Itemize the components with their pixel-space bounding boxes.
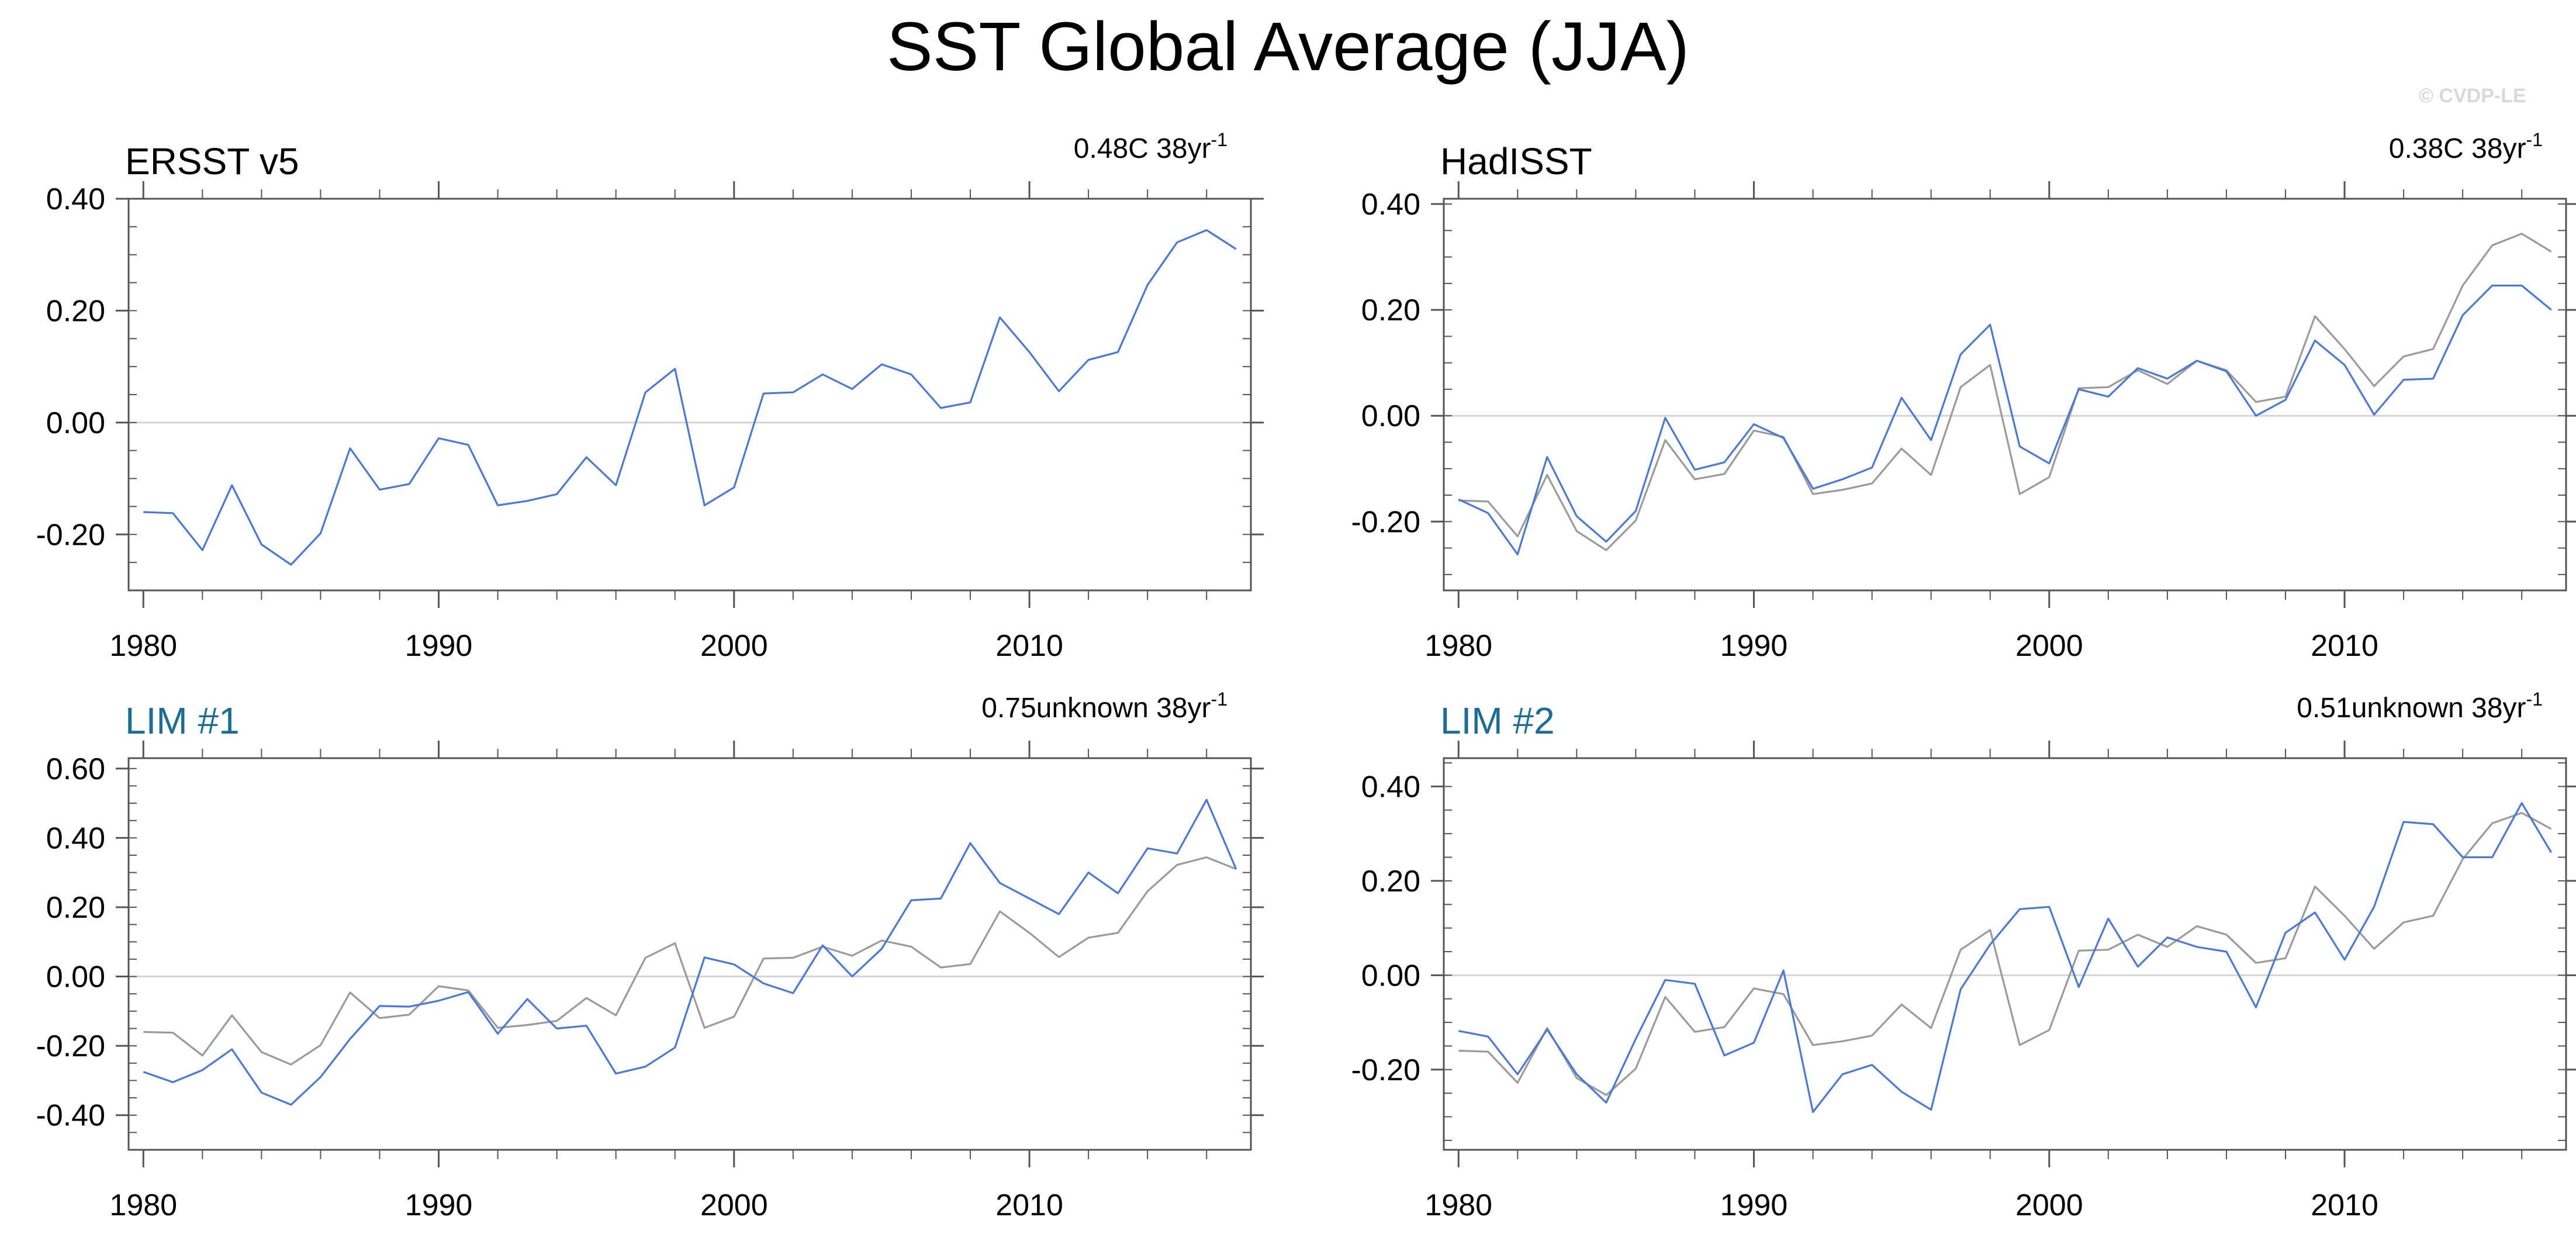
x-tick-label: 1990 <box>405 629 473 663</box>
y-tick-label: 0.40 <box>46 821 105 855</box>
series-line-hadisst <box>1458 284 2552 556</box>
y-tick-label: -0.40 <box>36 1099 105 1133</box>
y-tick-label: 0.20 <box>1361 865 1420 898</box>
y-tick-label: -0.20 <box>1351 505 1420 539</box>
x-tick-label: 1980 <box>1424 1188 1492 1222</box>
y-tick-label: 0.00 <box>46 960 105 994</box>
x-tick-label: 2000 <box>2015 629 2083 663</box>
y-tick-label: -0.20 <box>1351 1053 1420 1087</box>
series-line-ersst-v5 <box>143 856 1237 1066</box>
series-line-ersst-v5 <box>1458 233 2552 551</box>
series-line-ersst-v5 <box>1458 811 2552 1097</box>
x-tick-label: 2000 <box>700 629 768 663</box>
y-tick-label: 0.00 <box>1361 959 1420 993</box>
x-tick-label: 2010 <box>2311 629 2378 663</box>
panel-lim1: LIM #1 0.75unknown 38yr-1 -0.40 -0.20 0.00… <box>36 689 1264 1222</box>
x-tick-label: 2010 <box>995 1188 1063 1222</box>
plot-frame <box>1443 198 2567 592</box>
panel-lim2: LIM #2 0.51unknown 38yr-1 -0.20 0.00 0.20 0… <box>1351 689 2576 1222</box>
plot-frame <box>127 198 1252 592</box>
trend-label: 0.38C 38yr-1 <box>2389 129 2543 164</box>
y-tick-label: -0.20 <box>36 518 105 552</box>
panel-title: ERSST v5 <box>125 140 299 182</box>
panel-title: HadISST <box>1440 140 1592 182</box>
y-tick-label: 0.40 <box>46 182 105 216</box>
panel-title: LIM #1 <box>125 700 240 742</box>
y-tick-label: 0.00 <box>1361 399 1420 433</box>
x-tick-label: 1990 <box>405 1188 473 1222</box>
panel-ersst: ERSST v5 0.48C 38yr-1 -0.20 0.00 0.20 0.40 1… <box>36 129 1264 663</box>
trend-label: 0.48C 38yr-1 <box>1074 129 1228 164</box>
y-tick-label: -0.20 <box>36 1029 105 1063</box>
y-tick-label: 0.40 <box>1361 770 1420 804</box>
y-tick-label: 0.00 <box>46 406 105 440</box>
x-tick-label: 1980 <box>1424 629 1492 663</box>
trend-label: 0.51unknown 38yr-1 <box>2297 689 2543 724</box>
figure-title: SST Global Average (JJA) <box>887 8 1689 85</box>
x-tick-label: 1990 <box>1720 629 1788 663</box>
y-tick-label: 0.20 <box>46 294 105 328</box>
x-tick-label: 1980 <box>109 1188 177 1222</box>
trend-superscript: -1 <box>1211 689 1228 710</box>
x-tick-label: 2010 <box>2311 1188 2378 1222</box>
y-tick-label: 0.20 <box>46 891 105 925</box>
plot-frame <box>127 757 1252 1151</box>
x-tick-label: 2000 <box>700 1188 768 1222</box>
y-tick-label: 0.40 <box>1361 188 1420 222</box>
y-tick-label: 0.60 <box>46 752 105 786</box>
trend-label: 0.75unknown 38yr-1 <box>981 689 1228 724</box>
plot-frame <box>1443 757 2567 1151</box>
x-tick-label: 2010 <box>995 629 1063 663</box>
y-tick-label: 0.20 <box>1361 293 1420 327</box>
panel-hadisst: HadISST 0.38C 38yr-1 -0.20 0.00 0.20 0.40 19… <box>1351 129 2576 663</box>
panel-title: LIM #2 <box>1440 700 1555 742</box>
watermark: © CVDP-LE <box>2419 85 2526 107</box>
series-line-ersst-v5 <box>143 229 1237 566</box>
trend-superscript: -1 <box>2526 129 2543 150</box>
series-line-lim-2 <box>1458 802 2553 1114</box>
x-tick-label: 1980 <box>109 629 177 663</box>
series-line-lim-1 <box>143 798 1237 1106</box>
x-tick-label: 1990 <box>1720 1188 1788 1222</box>
trend-superscript: -1 <box>1211 129 1228 150</box>
x-tick-label: 2000 <box>2015 1188 2083 1222</box>
trend-superscript: -1 <box>2526 689 2543 710</box>
